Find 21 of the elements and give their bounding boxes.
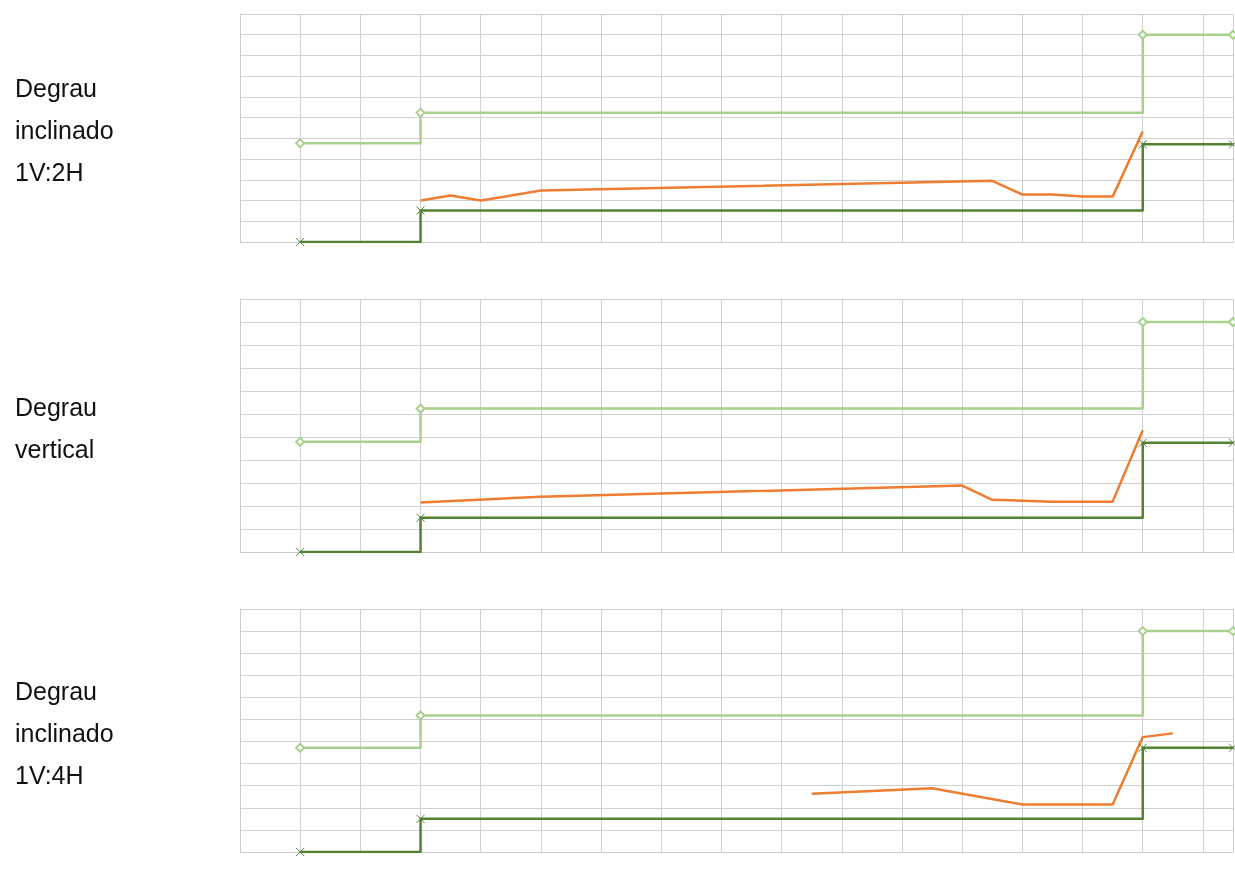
point bbox=[1138, 743, 1148, 753]
point bbox=[295, 742, 306, 753]
text: Degrau inclinado 1V:2H bbox=[15, 74, 121, 186]
point bbox=[416, 205, 426, 215]
text: Degrau inclinado 1V:4H bbox=[15, 676, 121, 789]
point bbox=[1138, 438, 1148, 448]
point bbox=[415, 710, 426, 721]
point bbox=[295, 237, 305, 247]
point bbox=[416, 814, 426, 824]
point bbox=[416, 513, 426, 523]
point bbox=[295, 436, 306, 447]
point bbox=[415, 403, 426, 414]
point bbox=[1137, 29, 1148, 40]
point bbox=[1137, 626, 1148, 637]
point bbox=[1138, 139, 1148, 149]
point bbox=[1137, 317, 1148, 327]
text: Degrau vertical bbox=[15, 392, 104, 463]
point bbox=[295, 847, 305, 857]
point bbox=[295, 547, 305, 557]
point bbox=[295, 138, 306, 149]
point bbox=[415, 107, 426, 118]
